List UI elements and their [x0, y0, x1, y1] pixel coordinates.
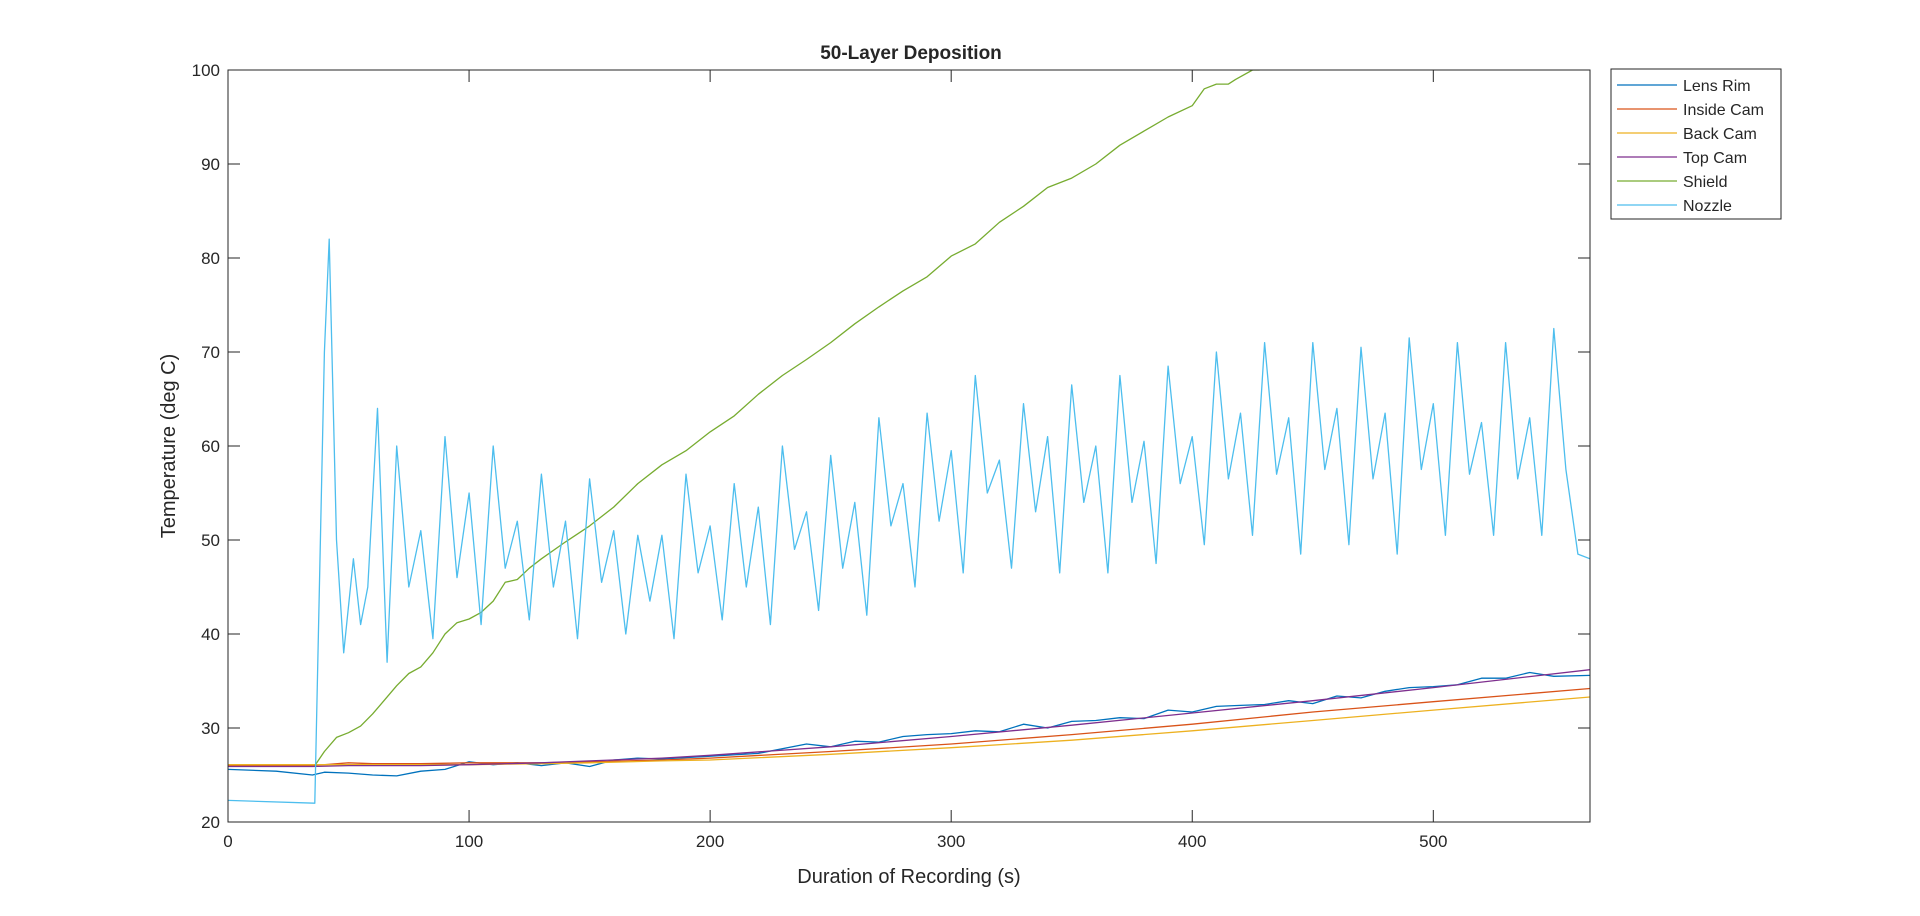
plot-area: [228, 70, 1590, 822]
y-tick-label: 80: [201, 249, 220, 268]
legend-box: [1610, 68, 1782, 220]
y-tick-label: 20: [201, 813, 220, 832]
legend-label-shield: Shield: [1683, 174, 1727, 191]
x-axis-label: Duration of Recording (s): [797, 866, 1020, 888]
x-tick-label: 300: [937, 832, 965, 851]
x-tick-label: 400: [1178, 832, 1206, 851]
y-tick-label: 90: [201, 155, 220, 174]
legend-label-lens-rim: Lens Rim: [1683, 78, 1751, 95]
legend-label-inside-cam: Inside Cam: [1683, 102, 1764, 119]
series-line-nozzle: [228, 238, 1590, 804]
y-tick-label: 60: [201, 437, 220, 456]
x-tick-label: 100: [455, 832, 483, 851]
chart-title: 50-Layer Deposition: [820, 43, 1002, 64]
ticks-layer: 0 100 200 300 400 500 20 30 40 50 60 70 80 90 100: [192, 61, 1590, 851]
series-layer: [228, 70, 1590, 804]
legend-label-nozzle: Nozzle: [1683, 198, 1732, 215]
y-tick-label: 30: [201, 719, 220, 738]
legend[interactable]: Lens Rim Inside Cam Back Cam Top Cam Shield N…: [1610, 68, 1782, 220]
y-tick-label: 100: [192, 61, 220, 80]
x-tick-label: 500: [1419, 832, 1447, 851]
series-line-shield: [314, 70, 1260, 766]
x-tick-label: 0: [223, 832, 232, 851]
y-tick-label: 70: [201, 343, 220, 362]
series-line-top-cam: [228, 669, 1590, 768]
y-tick-label: 40: [201, 625, 220, 644]
x-tick-label: 200: [696, 832, 724, 851]
series-line-back-cam: [228, 696, 1590, 766]
y-tick-label: 50: [201, 531, 220, 550]
legend-label-back-cam: Back Cam: [1683, 126, 1757, 143]
series-line-inside-cam: [228, 687, 1590, 767]
y-axis-label: Temperature (deg C): [158, 354, 180, 539]
legend-label-top-cam: Top Cam: [1683, 150, 1747, 167]
